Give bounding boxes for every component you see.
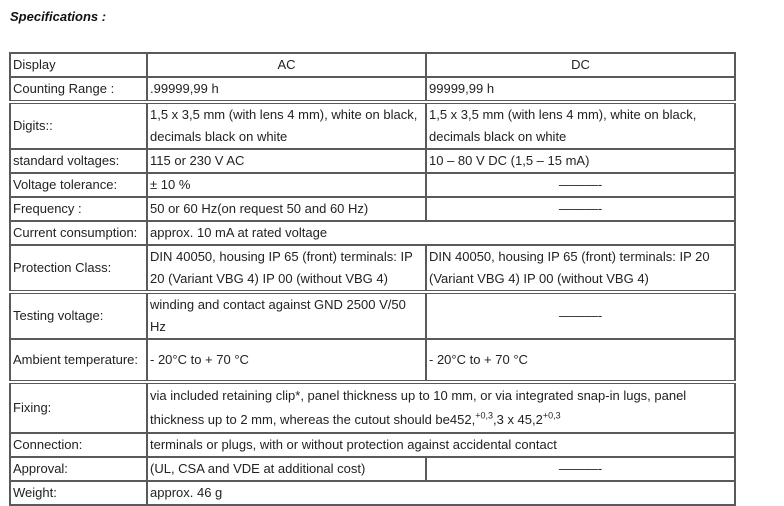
ac-value: ± 10 % xyxy=(146,172,427,198)
value: approx. 10 mA at rated voltage xyxy=(146,220,736,246)
table-row: Counting Range : .99999,99 h 99999,99 h xyxy=(9,76,736,103)
dc-value: 1,5 x 3,5 mm (with lens 4 mm), white on … xyxy=(425,100,736,150)
dc-value: ———- xyxy=(425,196,736,222)
value: terminals or plugs, with or without prot… xyxy=(146,432,736,458)
ac-value: DIN 40050, housing IP 65 (front) termina… xyxy=(146,244,427,293)
header-dc: DC xyxy=(425,52,736,78)
ac-value: (UL, CSA and VDE at additional cost) xyxy=(146,456,427,482)
row-label: Testing voltage: xyxy=(9,290,148,340)
dc-value: DIN 40050, housing IP 65 (front) termina… xyxy=(425,244,736,293)
table-row: Current consumption: approx. 10 mA at ra… xyxy=(9,220,736,246)
value: via included retaining clip*, panel thic… xyxy=(146,380,736,434)
table-row: Protection Class: DIN 40050, housing IP … xyxy=(9,244,736,293)
row-label: Current consumption: xyxy=(9,220,148,246)
header-label: Display xyxy=(9,52,148,78)
dc-value: 10 – 80 V DC (1,5 – 15 mA) xyxy=(425,148,736,174)
row-label: Ambient temperature: xyxy=(9,338,148,383)
row-label: Protection Class: xyxy=(9,244,148,293)
row-label: Fixing: xyxy=(9,380,148,434)
table-row: Weight: approx. 46 g xyxy=(9,480,736,506)
row-label: Approval: xyxy=(9,456,148,482)
table-row: Fixing: via included retaining clip*, pa… xyxy=(9,380,736,434)
table-header-row: Display AC DC xyxy=(9,52,736,78)
dc-value: ———- xyxy=(425,456,736,482)
fixing-text: via included retaining clip*, panel thic… xyxy=(150,388,687,427)
table-row: Testing voltage: winding and contact aga… xyxy=(9,290,736,340)
row-label: Digits:: xyxy=(9,100,148,150)
fixing-dimension: ,3 x 45,2 xyxy=(492,412,543,427)
header-ac: AC xyxy=(146,52,427,78)
specifications-table: Display AC DC Counting Range : .99999,99… xyxy=(9,52,736,506)
table-row: Digits:: 1,5 x 3,5 mm (with lens 4 mm), … xyxy=(9,100,736,150)
row-label: Counting Range : xyxy=(9,76,148,103)
row-label: Weight: xyxy=(9,480,148,506)
ac-value: 50 or 60 Hz(on request 50 and 60 Hz) xyxy=(146,196,427,222)
row-label: Connection: xyxy=(9,432,148,458)
dc-value: ———- xyxy=(425,172,736,198)
tolerance-sup: +0,3 xyxy=(542,410,561,421)
table-row: Ambient temperature: - 20°C to + 70 °C -… xyxy=(9,338,736,383)
table-row: Voltage tolerance: ± 10 % ———- xyxy=(9,172,736,198)
ac-value: .99999,99 h xyxy=(146,76,427,103)
table-row: Frequency : 50 or 60 Hz(on request 50 an… xyxy=(9,196,736,222)
row-label: standard voltages: xyxy=(9,148,148,174)
value: approx. 46 g xyxy=(146,480,736,506)
tolerance-sup: +0,3 xyxy=(475,410,493,421)
ac-value: winding and contact against GND 2500 V/5… xyxy=(146,290,427,340)
table-row: Connection: terminals or plugs, with or … xyxy=(9,432,736,458)
table-row: Approval: (UL, CSA and VDE at additional… xyxy=(9,456,736,482)
ac-value: 115 or 230 V AC xyxy=(146,148,427,174)
table-row: standard voltages: 115 or 230 V AC 10 – … xyxy=(9,148,736,174)
dc-value: ———- xyxy=(425,290,736,340)
ac-value: - 20°C to + 70 °C xyxy=(146,338,427,383)
dc-value: 99999,99 h xyxy=(425,76,736,103)
section-title: Specifications : xyxy=(10,9,107,24)
dc-value: - 20°C to + 70 °C xyxy=(425,338,736,383)
row-label: Voltage tolerance: xyxy=(9,172,148,198)
ac-value: 1,5 x 3,5 mm (with lens 4 mm), white on … xyxy=(146,100,427,150)
row-label: Frequency : xyxy=(9,196,148,222)
